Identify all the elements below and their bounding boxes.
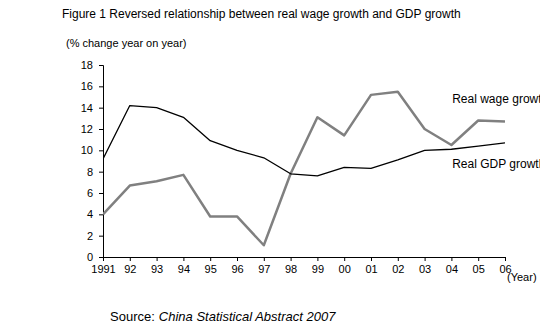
y-tick-mark [99,172,103,173]
y-tick-mark [99,129,103,130]
x-tick-label: 01 [365,263,377,275]
x-tick: 97 [258,257,270,275]
x-tick-mark [157,257,158,261]
series-line [103,92,505,246]
x-tick-label: 93 [151,263,163,275]
y-tick-label: 2 [87,230,93,242]
y-tick: 6 [87,187,103,199]
y-tick-mark [99,214,103,215]
y-tick-label: 14 [81,102,93,114]
chart: Figure 1 Reversed relationship between r… [0,0,540,333]
x-tick-label: 99 [312,263,324,275]
x-tick-mark [183,257,184,261]
x-axis-line [104,258,506,262]
y-axis-line [99,66,104,258]
x-tick-mark [425,257,426,261]
y-tick-mark [99,193,103,194]
y-tick: 18 [81,59,103,71]
y-tick: 10 [81,144,103,156]
y-tick-label: 4 [87,208,93,220]
y-tick-mark [99,86,103,87]
x-tick-label: 00 [339,263,351,275]
x-tick: 92 [124,257,136,275]
x-tick-mark [210,257,211,261]
y-tick: 16 [81,80,103,92]
x-tick-mark [291,257,292,261]
y-tick: 14 [81,102,103,114]
x-tick-label: 94 [178,263,190,275]
x-tick-mark [103,257,104,261]
y-axis-title: (% change year on year) [66,37,186,49]
x-tick-label: 92 [124,263,136,275]
title: Figure 1 Reversed relationship between r… [62,7,461,21]
x-tick: 1991 [91,257,115,275]
x-tick-mark [130,257,131,261]
y-tick-mark [99,257,103,258]
x-tick-mark [451,257,452,261]
x-tick: 05 [473,257,485,275]
x-tick-mark [371,257,372,261]
x-tick-label: 06 [499,263,511,275]
x-tick: 93 [151,257,163,275]
y-tick: 4 [87,208,103,220]
x-tick: 02 [392,257,404,275]
y-tick-label: 8 [87,166,93,178]
series-label: Real GDP growth [452,157,540,171]
source: Source: China Statistical Abstract 2007 [110,309,336,324]
x-tick-label: 96 [231,263,243,275]
y-tick-label: 12 [81,123,93,135]
x-tick-mark [398,257,399,261]
source-text: China Statistical Abstract 2007 [159,309,336,324]
x-tick: 06 [499,257,511,275]
x-tick-mark [478,257,479,261]
y-tick-label: 0 [87,251,93,263]
x-tick: 94 [178,257,190,275]
x-tick-mark [264,257,265,261]
x-tick: 98 [285,257,297,275]
x-tick: 96 [231,257,243,275]
y-tick-mark [99,108,103,109]
y-tick: 8 [87,166,103,178]
y-tick-label: 18 [81,59,93,71]
x-tick: 04 [446,257,458,275]
x-tick-mark [237,257,238,261]
x-tick-mark [505,257,506,261]
x-tick-label: 02 [392,263,404,275]
y-tick: 0 [87,251,103,263]
y-tick-label: 16 [81,80,93,92]
y-tick-mark [99,236,103,237]
y-tick-label: 6 [87,187,93,199]
y-axis: 0 2 4 6 8 10 12 14 16 18 [81,59,104,263]
x-tick-label: 03 [419,263,431,275]
source-prefix: Source: [110,309,155,324]
y-tick-label: 10 [81,144,93,156]
series-label: Real wage growth [452,92,540,106]
y-tick-mark [99,65,103,66]
y-tick: 12 [81,123,103,135]
x-tick-label: 1991 [91,263,115,275]
x-tick: 95 [205,257,217,275]
series-line [103,106,505,176]
x-tick-label: 05 [473,263,485,275]
x-tick-label: 04 [446,263,458,275]
x-tick: 01 [365,257,377,275]
y-tick-mark [99,150,103,151]
plot-area [103,92,505,246]
x-tick-label: 95 [205,263,217,275]
x-tick-label: 97 [258,263,270,275]
x-tick: 00 [339,257,351,275]
x-tick-mark [317,257,318,261]
x-tick-mark [344,257,345,261]
x-axis: 1991 92 93 94 95 96 97 98 99 00 01 02 03 04 05 06 [91,257,511,275]
x-tick: 03 [419,257,431,275]
x-tick: 99 [312,257,324,275]
x-tick-label: 98 [285,263,297,275]
y-tick: 2 [87,230,103,242]
